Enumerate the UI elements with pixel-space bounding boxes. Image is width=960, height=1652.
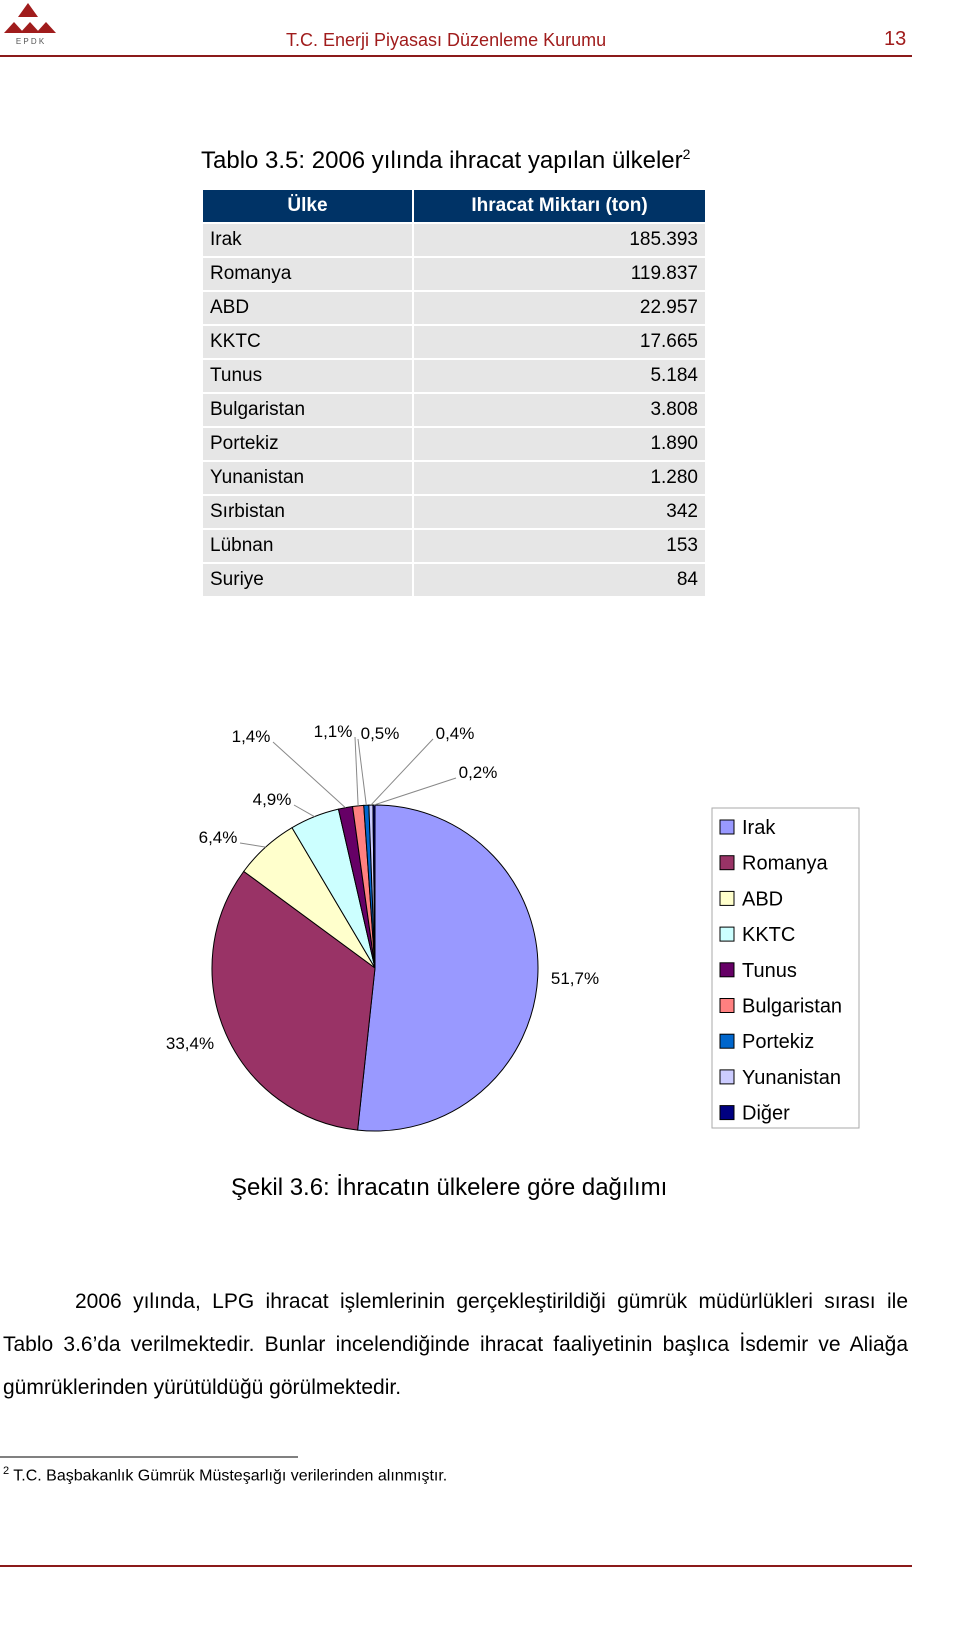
- legend-swatch: [719, 1069, 735, 1085]
- export-amount: 119.837: [414, 258, 705, 290]
- country: Tunus: [203, 360, 412, 392]
- leader-line: [357, 738, 367, 806]
- body-text: 2006 yılında, LPG ihracat işlemlerinin g…: [3, 1290, 908, 1399]
- legend-label: Yunanistan: [742, 1067, 841, 1089]
- legend-label: Romanya: [742, 853, 828, 875]
- legend-box: [711, 807, 860, 1129]
- legend-swatch: [719, 819, 735, 835]
- data-label: 1,4%: [232, 727, 271, 746]
- figure-caption: Şekil 3.6: İhracatın ülkelere göre dağıl…: [231, 1174, 668, 1201]
- logo-mark: [20, 22, 40, 33]
- table-row: Romanya 119.837: [203, 258, 705, 290]
- leader-line: [370, 738, 434, 806]
- header-row: Ülke Ihracat Miktarı (ton): [203, 190, 705, 222]
- table-row: Yunanistan 1.280: [203, 462, 705, 494]
- table-row: Portekiz 1.890: [203, 428, 705, 460]
- export-amount: 84: [414, 564, 705, 596]
- legend-label: KKTC: [742, 924, 795, 946]
- table: Ülke Ihracat Miktarı (ton) Irak 185.393 Rom…: [201, 188, 707, 598]
- leader-line: [373, 777, 457, 806]
- legend-swatch: [719, 926, 735, 942]
- legend-swatch: [719, 998, 735, 1013]
- country: Irak: [203, 224, 412, 256]
- export-amount: 3.808: [414, 394, 705, 426]
- data-label: 0,5%: [361, 724, 400, 743]
- country: Lübnan: [203, 530, 412, 562]
- legend-swatch: [719, 962, 735, 978]
- footnote-marker: 2: [3, 1465, 10, 1477]
- table-row: Suriye 84: [203, 564, 705, 596]
- country: ABD: [203, 292, 412, 324]
- footnote-text: T.C. Başbakanlık Gümrük Müsteşarlığı ver…: [13, 1467, 448, 1485]
- country: Suriye: [203, 564, 412, 596]
- country: Yunanistan: [203, 462, 412, 494]
- data-label: 0,4%: [436, 724, 475, 743]
- export-amount: 342: [414, 496, 705, 528]
- legend-swatch: [719, 890, 735, 906]
- country: Portekiz: [203, 428, 412, 460]
- pie-slice: [211, 870, 376, 1131]
- export-amount: 185.393: [414, 224, 705, 256]
- export-amount: 1.890: [414, 428, 705, 460]
- footnote: 2 T.C. Başbakanlık Gümrük Müsteşarlığı v…: [3, 1465, 447, 1485]
- logo-mark: [36, 22, 56, 33]
- table-title-text: Tablo 3.5: 2006 yılında ihracat yapılan …: [201, 147, 683, 174]
- chart: 51,7% 33,4% 6,4% 4,9% 1,4% 1,1% 0,5% 0,4% 0,2% Ir…: [166, 722, 860, 1132]
- legend-label: ABD: [742, 888, 783, 910]
- table-row: ABD 22.957: [203, 292, 705, 324]
- data-label: 1,1%: [314, 722, 353, 741]
- footnote-ref: 2: [682, 146, 691, 162]
- table-row: KKTC 17.665: [203, 326, 705, 358]
- table-title: Tablo 3.5: 2006 yılında ihracat yapılan …: [201, 146, 690, 175]
- export-amount: 22.957: [414, 292, 705, 324]
- table-row: Sırbistan 342: [203, 496, 705, 528]
- export-amount: 5.184: [414, 360, 705, 392]
- table-row: Bulgaristan 3.808: [203, 394, 705, 426]
- data-label: 51,7%: [551, 969, 599, 988]
- country: Sırbistan: [203, 496, 412, 528]
- legend-swatch: [719, 855, 735, 871]
- logo-letters: E P D K: [16, 37, 45, 46]
- country: KKTC: [203, 326, 412, 358]
- legend-label: Diğer: [742, 1103, 790, 1125]
- export-amount: 17.665: [414, 326, 705, 358]
- legend-label: Bulgaristan: [742, 996, 842, 1018]
- leader-line: [239, 842, 266, 848]
- export-amount: 1.280: [414, 462, 705, 494]
- data-label: 6,4%: [199, 828, 238, 847]
- leader-line: [293, 804, 315, 818]
- data-label: 4,9%: [253, 790, 292, 809]
- logo-mark: [4, 22, 24, 33]
- column-header: Ihracat Miktarı (ton): [414, 190, 705, 222]
- data-label: 0,2%: [459, 763, 498, 782]
- legend-label: Irak: [742, 817, 776, 839]
- column-header: Ülke: [203, 190, 412, 222]
- pie-slice: [357, 804, 539, 1132]
- table-row: Lübnan 153: [203, 530, 705, 562]
- leader-line: [354, 736, 359, 806]
- data-label: 33,4%: [166, 1034, 214, 1053]
- legend-swatch: [719, 1033, 735, 1049]
- page-number: 13: [884, 28, 907, 50]
- country: Bulgaristan: [203, 394, 412, 426]
- legend-label: Portekiz: [742, 1031, 814, 1053]
- table-row: Tunus 5.184: [203, 360, 705, 392]
- country: Romanya: [203, 258, 412, 290]
- legend-label: Tunus: [742, 960, 797, 982]
- organization: T.C. Enerji Piyasası Düzenleme Kurumu: [286, 30, 607, 50]
- export-amount: 153: [414, 530, 705, 562]
- leader-line: [272, 741, 346, 809]
- logo-mark: [18, 3, 38, 17]
- legend-swatch: [719, 1105, 735, 1121]
- table-row: Irak 185.393: [203, 224, 705, 256]
